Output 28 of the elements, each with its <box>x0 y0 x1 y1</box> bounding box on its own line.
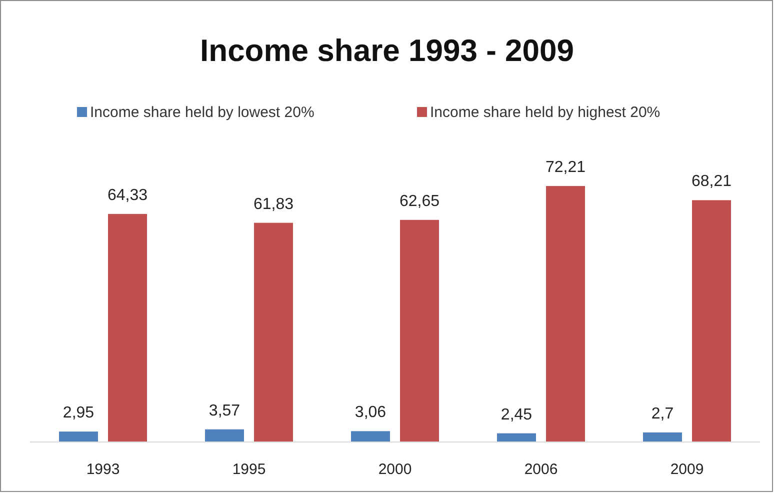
data-label: 68,21 <box>691 173 732 190</box>
data-label: 2,95 <box>62 404 94 422</box>
bar <box>351 431 390 442</box>
data-label: 3,06 <box>354 404 386 422</box>
data-label: 2,45 <box>500 406 532 424</box>
x-tick-label: 1993 <box>86 461 120 478</box>
chart-title: Income share 1993 - 2009 <box>200 33 574 68</box>
x-tick-label: 2009 <box>670 461 704 478</box>
x-tick-label: 2006 <box>524 461 558 478</box>
data-label: 61,83 <box>253 196 294 213</box>
bar <box>497 433 536 442</box>
bar <box>546 186 585 442</box>
data-label: 64,33 <box>107 186 148 204</box>
bar <box>254 222 293 442</box>
bar <box>643 432 682 442</box>
data-label: 3,57 <box>208 402 240 420</box>
data-label: 72,21 <box>545 159 586 176</box>
bar <box>400 220 439 442</box>
x-tick-label: 2000 <box>378 461 412 478</box>
data-label: 62,65 <box>399 192 440 210</box>
legend-label: Income share held by lowest 20% <box>90 104 314 121</box>
bar <box>205 429 244 442</box>
bar <box>59 432 98 442</box>
x-tick-label: 1995 <box>232 461 266 478</box>
bar <box>108 214 147 442</box>
bar <box>692 200 731 442</box>
data-label: 2,7 <box>651 405 674 422</box>
legend-label: Income share held by highest 20% <box>430 104 660 121</box>
